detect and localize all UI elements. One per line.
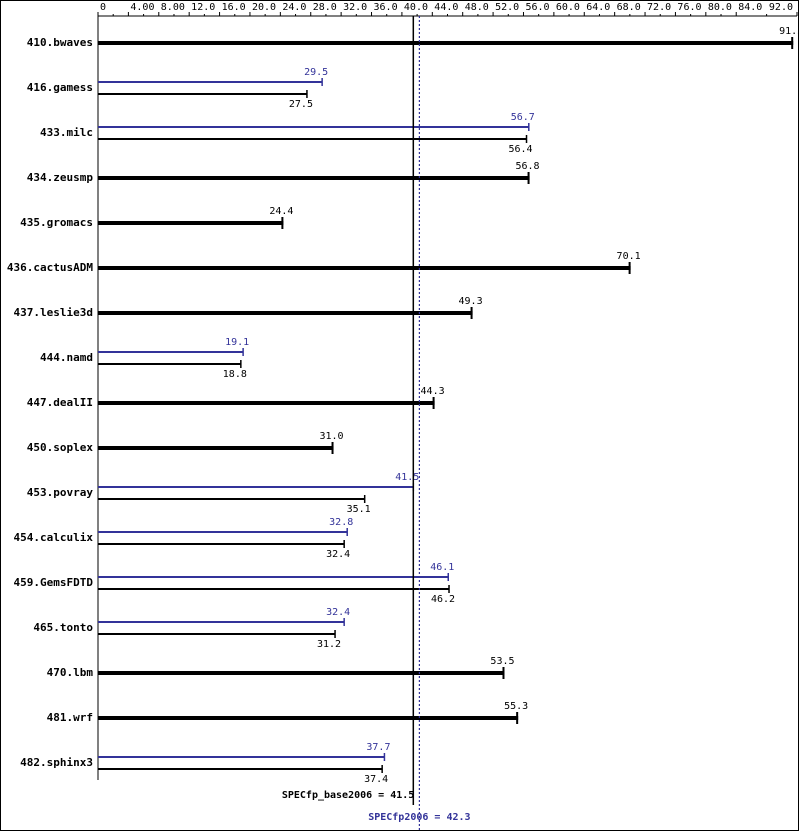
x-tick-label: 4.00 <box>130 2 154 13</box>
bar <box>98 93 307 95</box>
bar <box>98 401 435 405</box>
value-label: 32.4 <box>326 607 350 618</box>
category-label: 450.soplex <box>27 441 94 454</box>
category-label: 435.gromacs <box>20 216 93 229</box>
value-label: 44.3 <box>421 386 445 397</box>
x-tick-label: 12.0 <box>191 2 215 13</box>
x-tick-label: 60.0 <box>556 2 580 13</box>
bar <box>98 621 345 623</box>
category-label: 447.dealII <box>27 396 93 409</box>
bar <box>98 41 794 45</box>
x-tick-label: 72.0 <box>647 2 671 13</box>
value-label: 32.8 <box>329 517 353 528</box>
bar <box>98 486 414 488</box>
value-label: 29.5 <box>304 67 328 78</box>
value-label: 18.8 <box>223 369 247 380</box>
value-label: 31.2 <box>317 639 341 650</box>
value-label: 46.2 <box>431 594 455 605</box>
reference-label: SPECfp_base2006 = 41.5 <box>282 790 414 801</box>
category-label: 434.zeusmp <box>27 171 94 184</box>
bar <box>98 266 631 270</box>
category-label: 433.milc <box>40 126 93 139</box>
x-tick-label: 32.0 <box>343 2 367 13</box>
bar <box>98 543 345 545</box>
category-label: 482.sphinx3 <box>20 756 93 769</box>
bar <box>98 363 241 365</box>
value-label: 53.5 <box>490 656 514 667</box>
value-label: 56.7 <box>511 112 535 123</box>
category-label: 410.bwaves <box>27 36 93 49</box>
value-label: 24.4 <box>269 206 293 217</box>
category-label: 454.calculix <box>14 531 94 544</box>
x-tick-label: 68.0 <box>617 2 641 13</box>
x-tick-label: 44.0 <box>434 2 458 13</box>
category-label: 444.namd <box>40 351 93 364</box>
x-tick-label: 56.0 <box>525 2 549 13</box>
bar <box>98 81 323 83</box>
bar <box>98 633 336 635</box>
x-tick-label: 76.0 <box>677 2 701 13</box>
value-label: 49.3 <box>459 296 483 307</box>
value-label: 27.5 <box>289 99 313 110</box>
value-label: 56.8 <box>516 161 540 172</box>
x-tick-label: 92.0 <box>769 2 793 13</box>
x-tick-label: 28.0 <box>313 2 337 13</box>
bar <box>98 176 530 180</box>
value-label: 37.4 <box>364 774 388 785</box>
value-label: 32.4 <box>326 549 350 560</box>
value-label: 55.3 <box>504 701 528 712</box>
x-tick-label: 64.0 <box>586 2 610 13</box>
bar <box>98 756 385 758</box>
category-label: 416.gamess <box>27 81 93 94</box>
value-label: 19.1 <box>225 337 249 348</box>
value-label: 41.5 <box>395 472 419 483</box>
value-label: 56.4 <box>508 144 532 155</box>
value-label: 35.1 <box>347 504 371 515</box>
value-label: 46.1 <box>430 562 454 573</box>
bar <box>98 446 334 450</box>
category-label: 453.povray <box>27 486 94 499</box>
value-label: 91.5 <box>779 26 799 37</box>
x-tick-label: 52.0 <box>495 2 519 13</box>
value-label: 70.1 <box>617 251 641 262</box>
x-tick-label: 0 <box>100 2 106 13</box>
bar <box>98 588 450 590</box>
bar <box>98 311 473 315</box>
value-label: 31.0 <box>319 431 343 442</box>
category-label: 437.leslie3d <box>14 306 93 319</box>
bar <box>98 498 365 500</box>
bar <box>98 716 519 720</box>
category-label: 436.cactusADM <box>7 261 93 274</box>
bar <box>98 126 529 128</box>
bar <box>98 768 383 770</box>
bar <box>98 138 527 140</box>
reference-label: SPECfp2006 = 42.3 <box>368 812 470 823</box>
bar <box>98 221 284 225</box>
x-tick-label: 48.0 <box>465 2 489 13</box>
bar <box>98 671 505 675</box>
category-label: 465.tonto <box>33 621 93 634</box>
category-label: 470.lbm <box>47 666 94 679</box>
value-label: 37.7 <box>366 742 390 753</box>
x-tick-label: 20.0 <box>252 2 276 13</box>
x-tick-label: 8.00 <box>161 2 185 13</box>
x-tick-label: 84.0 <box>738 2 762 13</box>
x-tick-label: 40.0 <box>404 2 428 13</box>
x-tick-label: 80.0 <box>708 2 732 13</box>
x-tick-label: 36.0 <box>374 2 398 13</box>
bar <box>98 351 244 353</box>
bar <box>98 576 449 578</box>
category-label: 481.wrf <box>47 711 93 724</box>
x-tick-label: 16.0 <box>222 2 246 13</box>
bar <box>98 531 348 533</box>
category-label: 459.GemsFDTD <box>14 576 94 589</box>
x-tick-label: 24.0 <box>282 2 306 13</box>
